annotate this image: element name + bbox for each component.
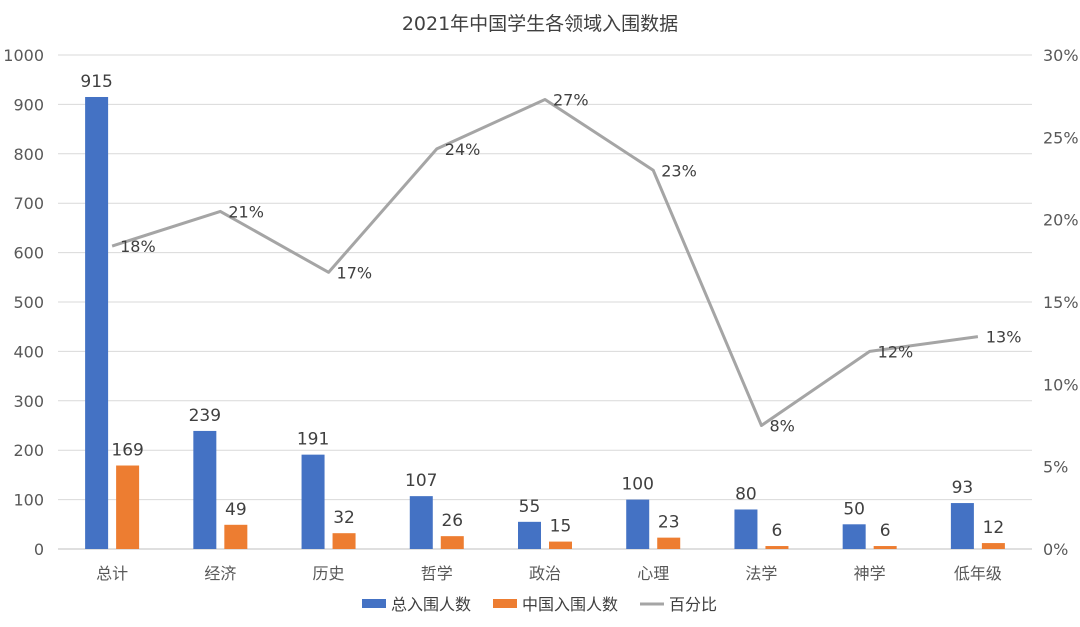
data-label: 6 <box>880 521 891 541</box>
right-axis: 0% 5% 10% 15% 20% 25% 30% <box>1043 46 1079 559</box>
bar-series: 915 239 191 107 55 100 80 50 93 169 49 32 26 15 23 6 6 12 <box>80 72 1005 550</box>
y2-tick-label: 10% <box>1043 375 1079 394</box>
y-tick-label: 800 <box>13 145 44 164</box>
line-data-label: 23% <box>661 161 697 180</box>
data-label: 49 <box>225 500 247 520</box>
y-tick-label: 600 <box>13 244 44 263</box>
bar <box>950 503 974 549</box>
line-data-label: 27% <box>553 90 589 109</box>
bar <box>549 541 572 549</box>
bar <box>85 96 109 550</box>
y2-tick-label: 0% <box>1043 540 1068 559</box>
bar <box>409 496 433 549</box>
y-tick-label: 500 <box>13 293 44 312</box>
y-tick-label: 0 <box>34 540 44 559</box>
line-data-label: 13% <box>986 328 1022 347</box>
data-label: 191 <box>297 430 329 450</box>
x-tick-label: 法学 <box>745 564 777 583</box>
legend-swatch <box>362 599 386 608</box>
legend: 总入围人数 中国入围人数 百分比 <box>362 595 717 614</box>
y-tick-label: 300 <box>13 392 44 411</box>
legend-label: 中国入围人数 <box>522 595 618 614</box>
x-tick-label: 低年级 <box>954 564 1002 583</box>
bar <box>332 533 356 549</box>
legend-label: 总入围人数 <box>391 595 471 614</box>
line-data-label: 17% <box>337 263 373 282</box>
data-label: 6 <box>772 521 783 541</box>
y2-tick-label: 30% <box>1043 46 1079 65</box>
y-tick-label: 200 <box>13 441 44 460</box>
x-tick-label: 历史 <box>313 564 345 583</box>
bar <box>193 430 217 549</box>
y2-tick-label: 15% <box>1043 293 1079 312</box>
data-label: 100 <box>621 475 653 495</box>
data-label: 93 <box>952 478 974 498</box>
series-line <box>111 97 979 427</box>
x-tick-label: 政治 <box>529 564 561 583</box>
x-tick-label: 经济 <box>204 564 236 583</box>
x-tick-label: 心理 <box>637 564 669 583</box>
data-label: 23 <box>658 513 680 533</box>
bar <box>116 465 140 549</box>
data-label: 55 <box>519 497 541 517</box>
data-label: 12 <box>983 518 1005 538</box>
x-tick-label: 总计 <box>96 564 128 583</box>
y-tick-label: 400 <box>13 342 44 361</box>
bar <box>981 543 1005 549</box>
y2-tick-label: 5% <box>1043 458 1068 477</box>
x-tick-label: 哲学 <box>421 564 453 583</box>
y2-tick-label: 20% <box>1043 211 1079 230</box>
bar <box>842 524 866 549</box>
legend-swatch <box>493 599 517 608</box>
bar <box>518 521 541 549</box>
data-label: 239 <box>189 406 221 426</box>
data-label: 80 <box>735 484 757 504</box>
bar <box>440 536 464 549</box>
bar <box>626 499 650 549</box>
y-tick-label: 900 <box>13 95 44 114</box>
data-label: 50 <box>843 499 865 519</box>
y2-tick-label: 25% <box>1043 128 1079 147</box>
data-label: 915 <box>80 72 112 92</box>
line-data-label: 24% <box>445 140 481 159</box>
data-label: 169 <box>111 441 143 461</box>
y-tick-label: 1000 <box>3 46 44 65</box>
gridlines <box>58 54 1032 550</box>
legend-label: 百分比 <box>669 595 717 614</box>
bar <box>734 509 758 549</box>
chart-title: 2021年中国学生各领域入围数据 <box>402 13 678 35</box>
bar <box>224 524 248 549</box>
left-axis: 0 100 200 300 400 500 600 700 800 900 1000 <box>3 46 44 559</box>
data-label: 107 <box>405 471 437 491</box>
line-data-label: 8% <box>769 417 794 436</box>
data-label: 26 <box>441 511 463 531</box>
y-tick-label: 700 <box>13 194 44 213</box>
bar <box>657 537 681 549</box>
y-tick-label: 100 <box>13 491 44 510</box>
x-tick-label: 神学 <box>854 564 886 583</box>
bar <box>301 454 325 549</box>
data-label: 15 <box>550 517 572 537</box>
category-axis: 总计 经济 历史 哲学 政治 心理 法学 神学 低年级 <box>96 564 1002 583</box>
bar <box>873 546 897 549</box>
line-data-label: 18% <box>120 237 156 256</box>
line-data-label: 21% <box>228 202 264 221</box>
data-label: 32 <box>333 508 355 528</box>
line-data-label: 12% <box>878 342 914 361</box>
line-series: 18% 21% 17% 24% 27% 23% 8% 12% 13% <box>111 90 1022 436</box>
bar <box>765 546 789 549</box>
